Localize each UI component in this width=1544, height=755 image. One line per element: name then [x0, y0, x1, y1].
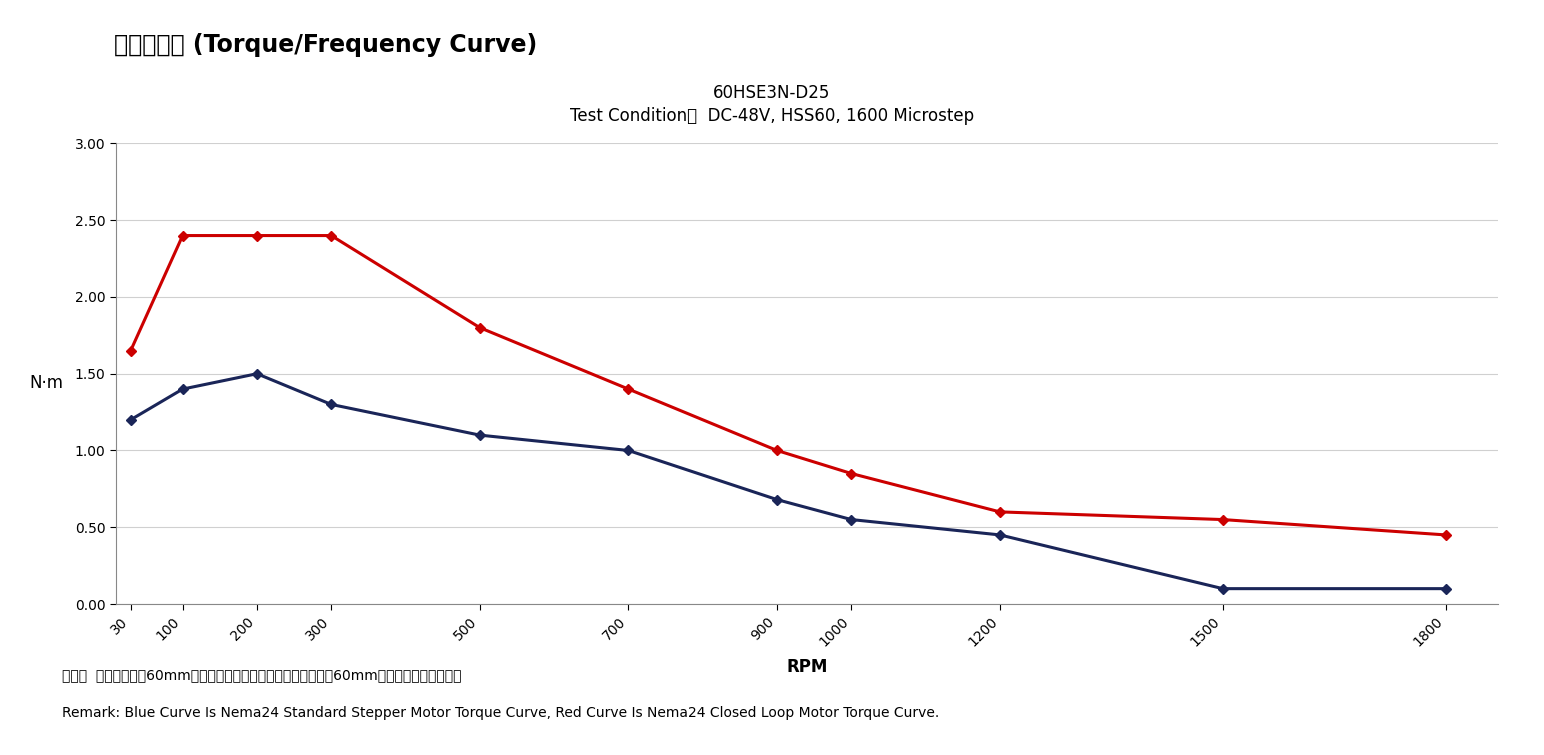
FancyArrowPatch shape	[56, 29, 86, 57]
Text: Remark: Blue Curve Is Nema24 Standard Stepper Motor Torque Curve, Red Curve Is N: Remark: Blue Curve Is Nema24 Standard St…	[62, 706, 939, 720]
Text: 备注：  蓝色曲线表示60mm普通电机的矩频特性图，红色曲线表示60mm闭环电机的矩频特性图: 备注： 蓝色曲线表示60mm普通电机的矩频特性图，红色曲线表示60mm闭环电机的…	[62, 668, 462, 683]
Y-axis label: N·m: N·m	[29, 374, 63, 392]
X-axis label: RPM: RPM	[786, 658, 828, 676]
Text: 矩频特性图 (Torque/Frequency Curve): 矩频特性图 (Torque/Frequency Curve)	[114, 32, 537, 57]
Text: 60HSE3N-D25: 60HSE3N-D25	[713, 84, 831, 102]
Text: Test Condition：  DC-48V, HSS60, 1600 Microstep: Test Condition： DC-48V, HSS60, 1600 Micr…	[570, 106, 974, 125]
